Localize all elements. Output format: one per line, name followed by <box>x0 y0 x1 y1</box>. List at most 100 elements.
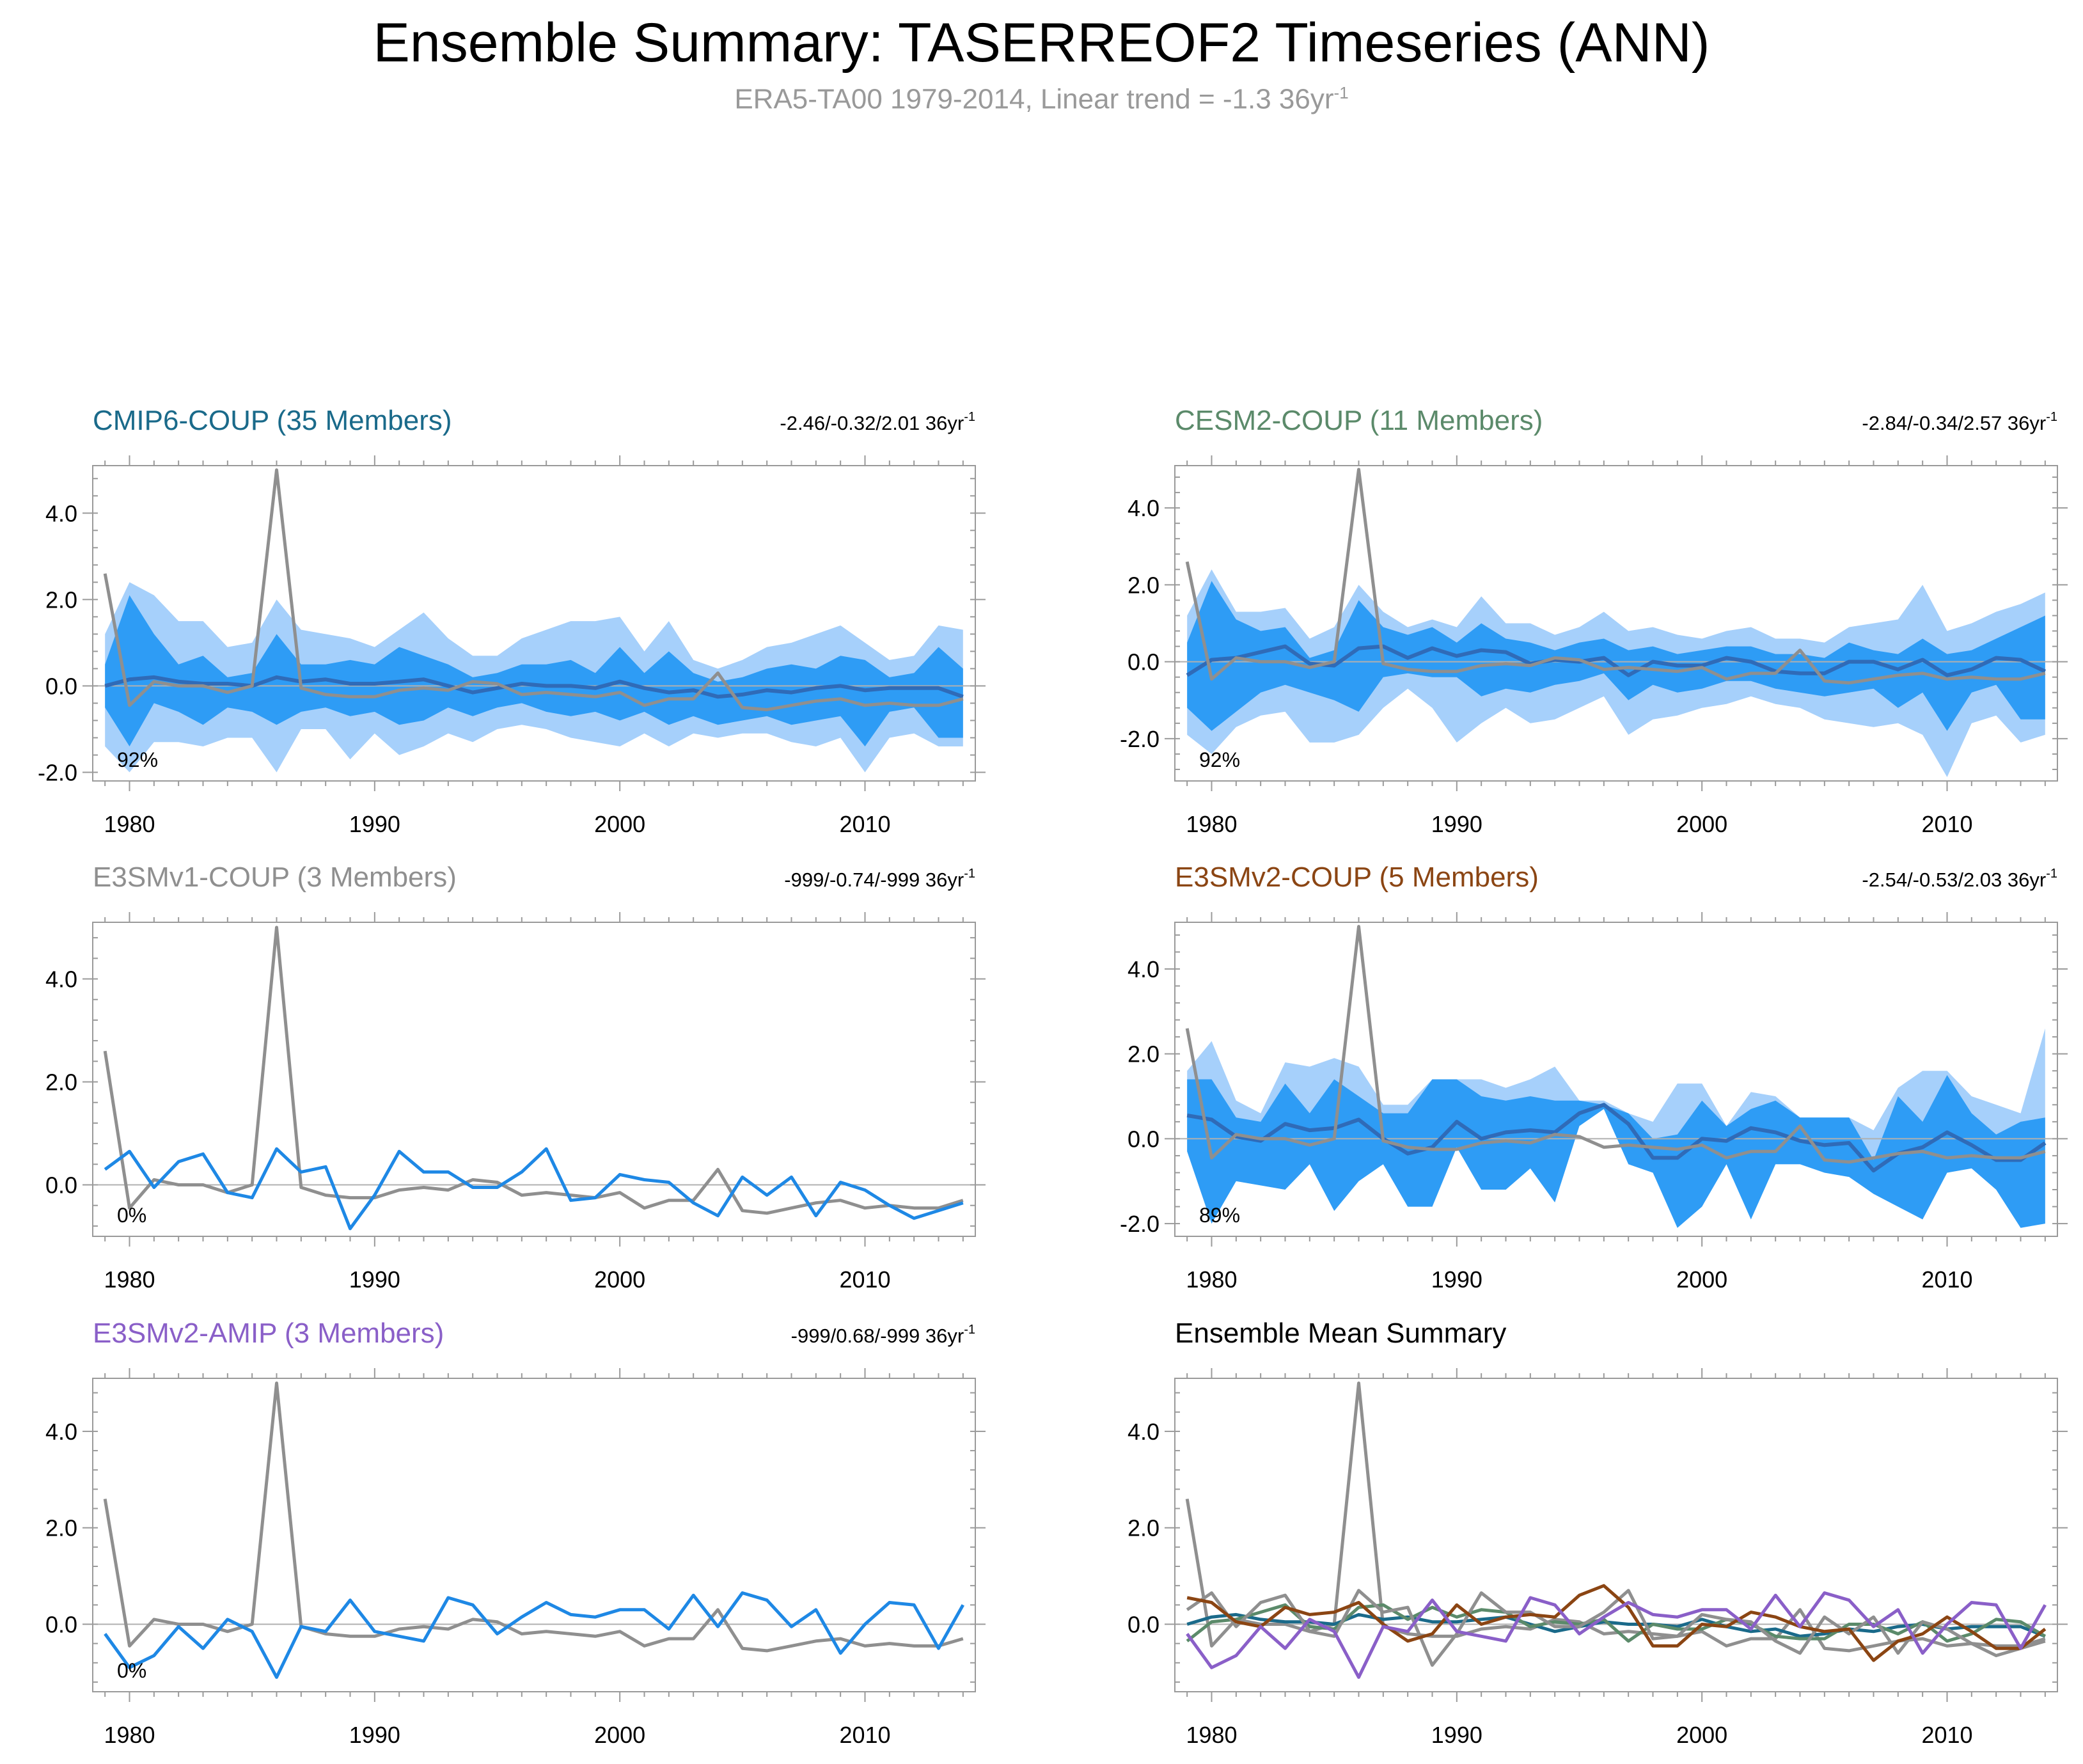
e3smv1-member-line <box>104 1147 964 1231</box>
e3smv2coup-ytick-label: -2.0 <box>1120 1211 1159 1237</box>
e3smv2coup-title: E3SMv2-COUP (5 Members) <box>1175 862 1539 893</box>
cesm2-ytick-label: -2.0 <box>1120 726 1159 752</box>
cmip6-ytick-label: 0.0 <box>45 673 77 699</box>
summary-frame <box>1174 1378 2058 1692</box>
e3smv2amip-ytick-label: 4.0 <box>45 1419 77 1445</box>
summary-ytick-label: 0.0 <box>1128 1611 1159 1637</box>
cesm2-percent-label: 92% <box>1199 748 1240 771</box>
e3smv1-percent-label: 0% <box>117 1204 146 1227</box>
e3smv2coup-trend-value: -2.54/-0.53/2.03 36yr <box>1862 869 2046 891</box>
cesm2-ytick-label: 0.0 <box>1128 649 1159 675</box>
e3smv2amip-trend-value: -999/0.68/-999 36yr <box>791 1325 964 1347</box>
cmip6-trend-sup: -1 <box>964 410 975 424</box>
cmip6-obs-line <box>103 468 964 712</box>
e3smv1-frame <box>92 922 976 1237</box>
e3smv2coup-percent-label: 89% <box>1199 1204 1240 1227</box>
cesm2-ensemble-mean-line <box>1186 644 2047 677</box>
cesm2-title: CESM2-COUP (11 Members) <box>1175 405 1543 436</box>
cmip6-chart: CMIP6-COUP (35 Members) -2.46/-0.32/2.01 … <box>38 405 986 837</box>
e3smv2amip-xtick-label: 2010 <box>839 1722 890 1748</box>
e3smv1-xtick-label: 1990 <box>349 1266 400 1293</box>
e3smv2amip-member-line <box>104 1591 964 1679</box>
figure-title: Ensemble Summary: TASERREOF2 Timeseries … <box>373 12 1710 74</box>
cesm2-chart: CESM2-COUP (11 Members) -2.84/-0.34/2.57 … <box>1120 405 2068 837</box>
cmip6-xtick-label: 2000 <box>594 811 645 837</box>
cmip6-xtick-label: 2010 <box>839 811 890 837</box>
e3smv1-xtick-label: 2010 <box>839 1266 890 1293</box>
cmip6-trend-value: -2.46/-0.32/2.01 36yr <box>780 412 964 434</box>
cesm2-ytick-label: 2.0 <box>1128 572 1159 598</box>
e3smv1-xtick-label: 2000 <box>594 1266 645 1293</box>
cmip6-trend-text: -2.46/-0.32/2.01 36yr-1 <box>780 410 975 434</box>
e3smv1-ytick-label: 2.0 <box>45 1069 77 1096</box>
summary-ytick-label: 2.0 <box>1128 1515 1159 1541</box>
e3smv2amip-plot-area <box>93 1382 975 1679</box>
e3smv2amip-trend-text: -999/0.68/-999 36yr-1 <box>791 1323 975 1347</box>
subtitle-sup: -1 <box>1333 83 1349 102</box>
e3smv2coup-trend-text: -2.54/-0.53/2.03 36yr-1 <box>1862 867 2057 891</box>
cesm2-trend-sup: -1 <box>2046 410 2057 424</box>
summary-xtick-label: 1990 <box>1431 1722 1482 1748</box>
cmip6-frame <box>92 465 976 782</box>
cmip6-xtick-label: 1990 <box>349 811 400 837</box>
summary-chart: Ensemble Mean Summary 4.0 2.0 0.0 1980 1990 20… <box>1128 1318 2068 1748</box>
cesm2-xtick-label: 1980 <box>1186 811 1237 837</box>
cmip6-title: CMIP6-COUP (35 Members) <box>93 405 452 436</box>
cmip6-xtick-label: 1980 <box>104 811 155 837</box>
e3smv1-plot-area <box>93 925 975 1231</box>
e3smv1-title: E3SMv1-COUP (3 Members) <box>93 862 457 893</box>
subtitle-text: ERA5-TA00 1979-2014, Linear trend = -1.3… <box>734 83 1334 115</box>
summary-xtick-label: 2010 <box>1921 1722 1972 1748</box>
e3smv2amip-trend-sup: -1 <box>964 1323 975 1337</box>
summary-series-3-line <box>1186 1584 2047 1662</box>
cesm2-ytick-label: 4.0 <box>1128 495 1159 521</box>
e3smv1-trend-value: -999/-0.74/-999 36yr <box>784 869 964 891</box>
summary-xtick-label: 1980 <box>1186 1722 1237 1748</box>
cesm2-xtick-label: 2000 <box>1676 811 1727 837</box>
cmip6-ytick-label: 4.0 <box>45 500 77 526</box>
e3smv2coup-inner-band <box>1187 1075 2045 1228</box>
e3smv1-trend-sup: -1 <box>964 867 975 881</box>
e3smv1-ytick-label: 0.0 <box>45 1172 77 1199</box>
cesm2-xtick-label: 2010 <box>1921 811 1972 837</box>
e3smv2amip-xtick-label: 1980 <box>104 1722 155 1748</box>
cmip6-percent-label: 92% <box>117 748 158 771</box>
summary-ytick-label: 4.0 <box>1128 1419 1159 1445</box>
e3smv2amip-frame <box>92 1378 976 1692</box>
summary-xtick-label: 2000 <box>1676 1722 1727 1748</box>
figure-subtitle: ERA5-TA00 1979-2014, Linear trend = -1.3… <box>0 83 2083 116</box>
e3smv2coup-xtick-label: 2000 <box>1676 1266 1727 1293</box>
e3smv2amip-chart: E3SMv2-AMIP (3 Members) -999/0.68/-999 36… <box>45 1318 986 1748</box>
summary-series-2-line <box>1186 1589 2046 1667</box>
summary-series-0-line <box>1186 1612 2046 1638</box>
cmip6-ytick-label: -2.0 <box>38 759 77 785</box>
e3smv2coup-ytick-label: 2.0 <box>1128 1041 1159 1067</box>
cesm2-xtick-label: 1990 <box>1431 811 1482 837</box>
e3smv1-ytick-label: 4.0 <box>45 966 77 993</box>
cmip6-ytick-label: 2.0 <box>45 587 77 613</box>
cesm2-trend-value: -2.84/-0.34/2.57 36yr <box>1862 412 2046 434</box>
e3smv2coup-ytick-label: 4.0 <box>1128 956 1159 982</box>
e3smv2coup-trend-sup: -1 <box>2046 867 2057 881</box>
e3smv2amip-obs-line <box>103 1382 964 1653</box>
cesm2-frame <box>1174 465 2058 782</box>
e3smv1-trend-text: -999/-0.74/-999 36yr-1 <box>784 867 975 891</box>
cesm2-obs-line <box>1185 468 2046 685</box>
e3smv2amip-title: E3SMv2-AMIP (3 Members) <box>93 1318 444 1349</box>
e3smv2coup-xtick-label: 1990 <box>1431 1266 1482 1293</box>
summary-title: Ensemble Mean Summary <box>1175 1318 1506 1349</box>
summary-series-4-line <box>1186 1591 2047 1679</box>
e3smv2coup-xtick-label: 1980 <box>1186 1266 1237 1293</box>
e3smv2coup-obs-line <box>1185 925 2046 1164</box>
e3smv1-xtick-label: 1980 <box>104 1266 155 1293</box>
e3smv2coup-frame <box>1174 922 2058 1237</box>
cmip6-plot-area <box>93 468 975 773</box>
e3smv2amip-xtick-label: 2000 <box>594 1722 645 1748</box>
e3smv2coup-ytick-label: 0.0 <box>1128 1126 1159 1152</box>
e3smv2amip-xtick-label: 1990 <box>349 1722 400 1748</box>
cesm2-inner-band <box>1187 581 2045 731</box>
e3smv2amip-percent-label: 0% <box>117 1659 146 1682</box>
e3smv2coup-chart: E3SMv2-COUP (5 Members) -2.54/-0.53/2.03 … <box>1120 862 2068 1293</box>
e3smv2amip-ytick-label: 0.0 <box>45 1611 77 1637</box>
